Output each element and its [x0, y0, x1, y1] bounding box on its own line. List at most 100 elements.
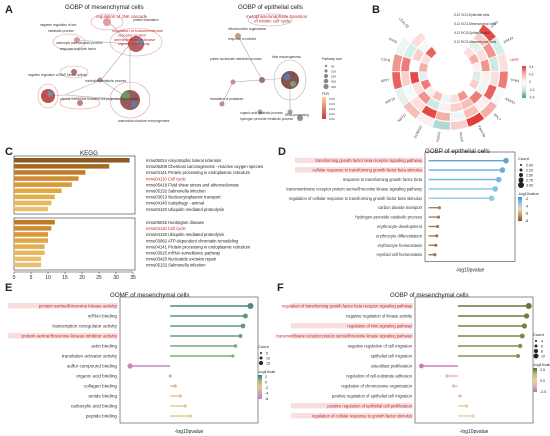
lollipop-dot	[240, 323, 246, 329]
node-label-highlight: regulation of transmembrane receptor pro…	[112, 28, 164, 46]
heatmap-cell	[410, 31, 427, 48]
term-label: positive regulation of epithelial cell p…	[327, 404, 412, 409]
heatmap-cell	[421, 105, 438, 119]
gene-label: Anxa4	[459, 132, 464, 142]
term-label: osteoblast proliferation	[371, 364, 413, 369]
count-legend-dot	[259, 356, 263, 360]
term-label: cellular response to transforming growth…	[313, 168, 422, 173]
kegg-term: mmu05014 Amyotrophic lateral sclerosis	[146, 158, 221, 163]
heatmap-cell	[403, 24, 422, 43]
gene-label: TPM1	[510, 78, 520, 83]
lollipop-dot	[488, 195, 495, 202]
kegg-term: mmu04140 Autophagy - animal	[146, 201, 204, 206]
panel-letter-e: E	[5, 282, 13, 294]
lollipop-dot	[492, 186, 498, 192]
term-label: erythrocyte homeostasis	[378, 243, 422, 248]
kegg-bar	[14, 238, 48, 243]
legend-value: 0.02	[329, 112, 335, 116]
heatmap-cell	[410, 96, 426, 112]
count-legend-dot	[519, 173, 523, 177]
heatmap-cell	[424, 46, 437, 59]
kegg-term: mmu05418 Fluid shear stress and atherosc…	[146, 182, 239, 187]
heatmap-cell	[391, 71, 403, 90]
count-legend-value: 3.00	[526, 183, 533, 187]
term-label: actin binding	[91, 344, 117, 349]
heatmap-cell	[431, 90, 444, 102]
node-label: anatomical structure morphogenesis	[118, 119, 170, 123]
legend-title: Count	[258, 344, 270, 349]
heatmap-cell	[490, 86, 506, 106]
node-label: regulation of JNK cascade	[96, 14, 148, 19]
legend-value: 0.05	[329, 97, 335, 101]
node-label: response to nutrient	[228, 37, 256, 41]
heatmap-cell	[468, 78, 480, 90]
x-tick-label: 35	[130, 275, 136, 281]
term-label: transcription coregulator activity	[52, 324, 117, 329]
heatmap-cell	[450, 102, 463, 113]
term-label: negative regulation of transmembrane rec…	[275, 334, 413, 339]
label-highlight	[291, 413, 413, 419]
node-label: tube morphogenesis	[272, 55, 301, 59]
count-legend-value: 10	[266, 356, 270, 360]
gene-label: TPM2	[510, 57, 520, 62]
kegg-bar	[14, 182, 72, 187]
term-label: carboxylic acid binding	[71, 404, 118, 409]
term-label: regulation of Wnt signaling pathway	[347, 324, 413, 329]
kegg-bar-chart: mmu05014 Amyotrophic lateral sclerosis mm…	[13, 155, 263, 281]
kegg-bar	[14, 164, 110, 169]
heatmap-cell	[462, 46, 475, 59]
scale-value: 0.2	[529, 73, 534, 77]
heatmap-cell	[488, 56, 500, 72]
heatmap-cell	[426, 97, 441, 111]
kegg-term: mmu05132 Salmonella infection	[146, 189, 206, 194]
lollipop-dot	[503, 157, 509, 164]
legend-value: 200	[331, 79, 336, 83]
count-legend-dot	[518, 182, 524, 188]
heatmap-cell	[482, 42, 497, 59]
count-legend-dot	[520, 164, 522, 166]
plot-frame	[119, 296, 259, 424]
x-axis-label: -log10pvalue	[460, 429, 489, 435]
lollipop-dot	[233, 344, 238, 348]
gene-label: LGALS3	[398, 17, 410, 29]
panel-letter-c: C	[5, 146, 13, 158]
heatmap-cell	[462, 104, 480, 119]
kegg-term: mmu03420 Nucleotide excision repair	[146, 257, 217, 262]
label-highlight	[295, 167, 423, 173]
panel-f: F GOBP of mesenchymal cells regulation o…	[275, 282, 550, 436]
term-label: amide binding	[88, 394, 117, 399]
heatmap-cell	[457, 90, 469, 102]
heatmap-cell	[403, 84, 417, 101]
term-label: collagen binding	[84, 384, 118, 389]
heatmap-cell	[465, 112, 485, 128]
node-label: mitochondrion organization	[228, 27, 267, 31]
lollipop-dot	[525, 303, 532, 309]
color-legend-value: -4	[525, 204, 528, 208]
node-label: plasma membrane bounded cell projection …	[60, 97, 139, 101]
lollipop-dot	[452, 384, 456, 388]
count-legend-dot	[259, 361, 263, 365]
legend-value: 150	[331, 74, 336, 78]
term-label: regulation of cellular response to trans…	[289, 196, 422, 201]
kegg-bar	[14, 244, 45, 249]
x-axis-label: -log10pvalue	[175, 429, 204, 435]
count-legend-value: 4	[541, 339, 543, 343]
lollipop-chart-e: protein serine/threonine kinase activity…	[8, 296, 275, 435]
count-legend-value: 8	[541, 349, 543, 353]
legend-value: 250	[331, 85, 336, 89]
lollipop-dot	[247, 303, 254, 309]
kegg-bar	[14, 262, 42, 268]
lollipop-dot	[523, 313, 530, 319]
node-label: tRNA processing	[285, 113, 309, 117]
count-legend-dot	[260, 352, 262, 354]
count-legend-value: 2.50	[526, 173, 533, 177]
lollipop-dot	[436, 224, 440, 229]
lollipop-dot	[188, 414, 192, 418]
heatmap-cell	[483, 84, 497, 101]
x-axis-label: -log10pvalue	[456, 267, 485, 273]
kegg-term: mmu04110 Cell cycle	[146, 226, 186, 231]
panel-b: B FTH1 ANXA2 TPM2 TPM1 ANXA1 RPL7 Fam13a Anxa4 P…	[370, 0, 550, 142]
count-legend-value: 2.75	[526, 178, 533, 182]
legend-title: Count	[518, 156, 530, 161]
